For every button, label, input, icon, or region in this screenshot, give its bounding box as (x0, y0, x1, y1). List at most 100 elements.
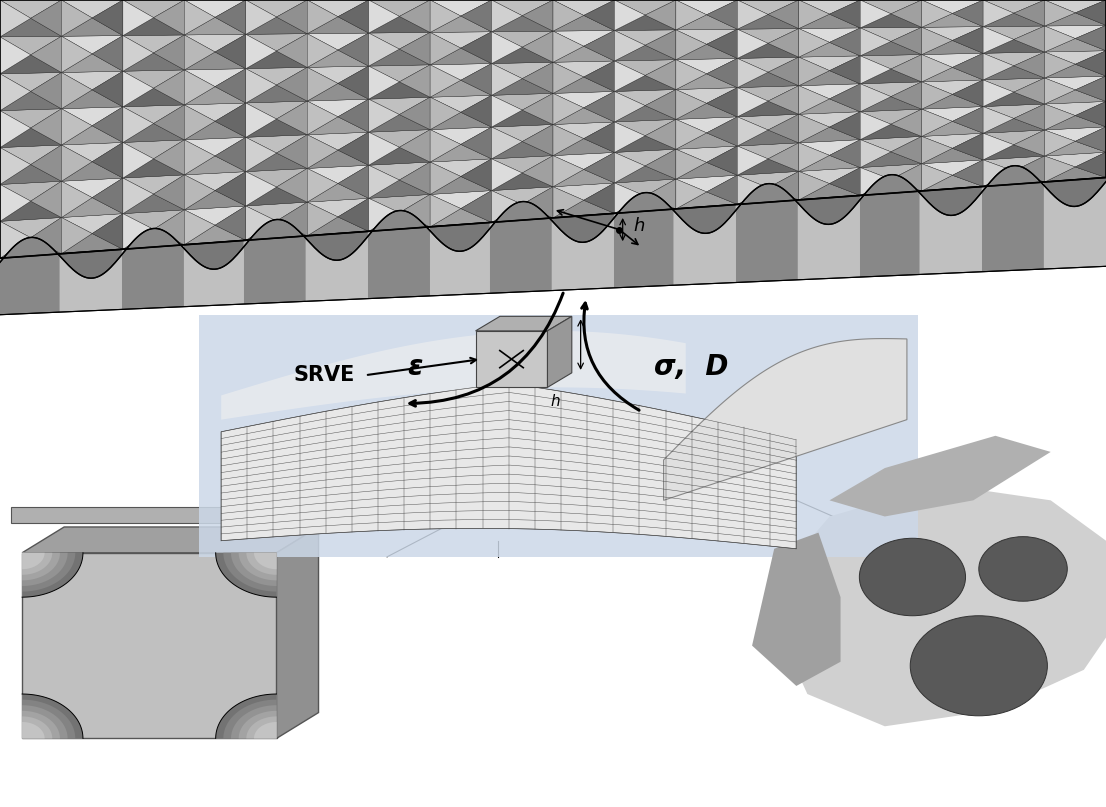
Polygon shape (891, 109, 921, 136)
Circle shape (896, 565, 910, 575)
Polygon shape (399, 97, 430, 130)
Polygon shape (122, 228, 184, 309)
Polygon shape (983, 13, 1044, 27)
Polygon shape (491, 47, 553, 64)
Polygon shape (615, 166, 676, 183)
Polygon shape (62, 0, 123, 18)
Polygon shape (522, 156, 553, 186)
Polygon shape (983, 0, 1044, 13)
Polygon shape (553, 15, 615, 31)
Polygon shape (615, 0, 676, 15)
Polygon shape (1044, 0, 1075, 26)
Polygon shape (676, 179, 707, 209)
Polygon shape (860, 136, 921, 152)
Polygon shape (31, 73, 62, 109)
Polygon shape (1044, 167, 1106, 182)
Polygon shape (243, 220, 306, 247)
Polygon shape (22, 700, 75, 738)
Polygon shape (891, 27, 921, 55)
Polygon shape (123, 123, 185, 143)
Circle shape (921, 624, 1031, 704)
Polygon shape (584, 91, 615, 122)
Polygon shape (1014, 130, 1044, 156)
Polygon shape (246, 172, 276, 206)
Circle shape (950, 645, 987, 671)
Polygon shape (430, 97, 461, 130)
Polygon shape (123, 175, 185, 194)
Polygon shape (553, 186, 584, 218)
Polygon shape (615, 75, 676, 91)
Polygon shape (62, 233, 123, 253)
Polygon shape (1044, 182, 1106, 269)
Polygon shape (123, 229, 185, 249)
Polygon shape (1014, 26, 1044, 52)
Polygon shape (0, 145, 62, 165)
Polygon shape (860, 168, 891, 195)
Polygon shape (1044, 127, 1106, 141)
Polygon shape (430, 0, 461, 32)
Polygon shape (246, 103, 276, 137)
Polygon shape (491, 190, 522, 223)
Polygon shape (552, 213, 614, 242)
Polygon shape (952, 107, 983, 133)
Polygon shape (246, 35, 276, 69)
Polygon shape (307, 0, 368, 17)
Polygon shape (184, 247, 243, 307)
Polygon shape (62, 0, 92, 36)
Polygon shape (615, 45, 676, 61)
Polygon shape (676, 60, 707, 90)
Polygon shape (246, 169, 307, 187)
Polygon shape (231, 553, 276, 586)
Polygon shape (60, 249, 122, 278)
Polygon shape (368, 97, 430, 115)
Polygon shape (768, 86, 799, 115)
Polygon shape (246, 0, 307, 17)
Polygon shape (983, 107, 1014, 133)
Polygon shape (921, 164, 952, 191)
Polygon shape (1075, 76, 1106, 102)
Polygon shape (491, 31, 522, 64)
Polygon shape (983, 119, 1044, 133)
Polygon shape (430, 190, 491, 208)
Polygon shape (306, 236, 368, 301)
Polygon shape (1044, 65, 1106, 78)
Circle shape (958, 650, 977, 664)
Polygon shape (307, 183, 368, 202)
Polygon shape (768, 28, 799, 57)
Polygon shape (1075, 51, 1106, 76)
Polygon shape (276, 34, 307, 67)
Polygon shape (491, 15, 553, 31)
Polygon shape (553, 156, 584, 186)
Polygon shape (0, 148, 31, 185)
Polygon shape (676, 44, 738, 60)
Polygon shape (31, 0, 62, 36)
Polygon shape (799, 115, 830, 143)
Polygon shape (860, 164, 921, 179)
Polygon shape (676, 119, 707, 149)
Polygon shape (22, 711, 60, 738)
Polygon shape (799, 127, 860, 143)
Polygon shape (983, 130, 1044, 144)
Polygon shape (738, 88, 768, 117)
Polygon shape (921, 107, 983, 121)
Circle shape (918, 621, 1036, 708)
Polygon shape (584, 153, 615, 183)
Polygon shape (215, 69, 246, 103)
Polygon shape (1044, 76, 1106, 90)
Polygon shape (246, 202, 307, 221)
Polygon shape (243, 220, 306, 304)
Circle shape (868, 545, 952, 606)
Polygon shape (553, 62, 584, 94)
Polygon shape (920, 186, 982, 215)
Polygon shape (614, 193, 674, 218)
Polygon shape (799, 0, 860, 14)
Polygon shape (676, 103, 738, 119)
Circle shape (1004, 555, 1029, 573)
Polygon shape (735, 184, 797, 282)
Polygon shape (1044, 153, 1106, 167)
Polygon shape (983, 92, 1044, 107)
Polygon shape (368, 165, 399, 199)
Polygon shape (92, 0, 123, 36)
Polygon shape (676, 73, 738, 90)
Polygon shape (254, 722, 276, 738)
